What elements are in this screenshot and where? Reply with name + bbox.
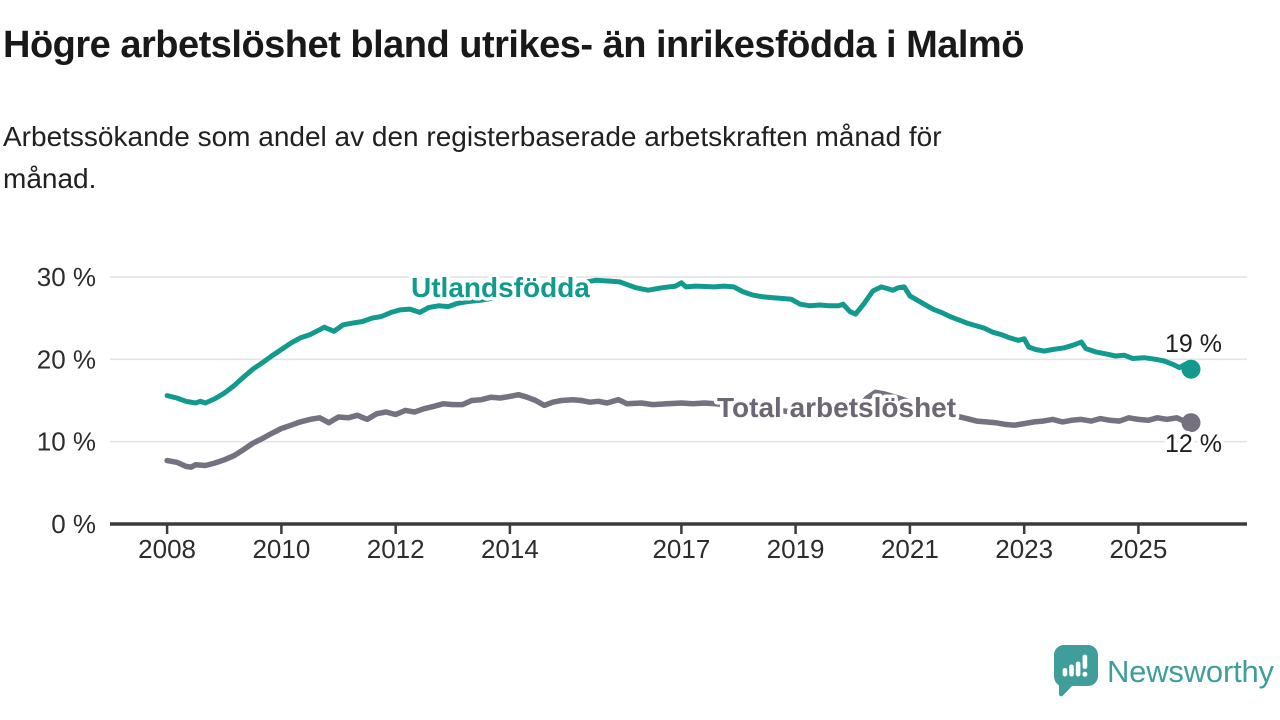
x-tick-label-2008: 2008 bbox=[138, 534, 196, 564]
bar-2-icon bbox=[1069, 664, 1074, 677]
chart-title: Högre arbetslöshet bland utrikes- än inr… bbox=[3, 24, 1024, 66]
exclamation-stem-icon bbox=[1082, 654, 1088, 669]
x-tick-label-2019: 2019 bbox=[767, 534, 825, 564]
bar-1-icon bbox=[1062, 668, 1068, 677]
series-label-1: Total arbetslöshet bbox=[717, 392, 956, 423]
series-label-0: Utlandsfödda bbox=[411, 272, 590, 303]
y-tick-label-0: 0 % bbox=[51, 509, 96, 539]
x-tick-label-2023: 2023 bbox=[995, 534, 1053, 564]
chart-subtitle: Arbetssökande som andel av den registerb… bbox=[3, 116, 1203, 200]
exclamation-dot-icon bbox=[1082, 671, 1088, 677]
subtitle-line-2: månad. bbox=[3, 163, 97, 194]
end-value-label-1: 12 % bbox=[1165, 430, 1222, 458]
y-tick-label-20: 20 % bbox=[37, 344, 96, 374]
y-tick-label-10: 10 % bbox=[37, 427, 96, 457]
series-end-dot-0 bbox=[1181, 359, 1201, 379]
x-tick-label-2025: 2025 bbox=[1109, 534, 1167, 564]
x-tick-label-2017: 2017 bbox=[652, 534, 710, 564]
x-tick-label-2021: 2021 bbox=[881, 534, 939, 564]
subtitle-line-1: Arbetssökande som andel av den registerb… bbox=[3, 121, 942, 152]
x-tick-label-2010: 2010 bbox=[252, 534, 310, 564]
series-line-1 bbox=[164, 389, 1194, 470]
bar-3-icon bbox=[1075, 661, 1081, 677]
x-tick-label-2014: 2014 bbox=[481, 534, 539, 564]
series-end-dot-1 bbox=[1181, 413, 1201, 433]
end-value-label-0: 19 % bbox=[1165, 330, 1222, 358]
newsworthy-wordmark: Newsworthy bbox=[1107, 654, 1274, 689]
series-line-0 bbox=[164, 277, 1194, 406]
y-tick-label-30: 30 % bbox=[37, 262, 96, 292]
newsworthy-icon bbox=[1054, 645, 1098, 697]
newsworthy-logo: Newsworthy bbox=[1054, 645, 1274, 699]
x-tick-label-2012: 2012 bbox=[367, 534, 425, 564]
